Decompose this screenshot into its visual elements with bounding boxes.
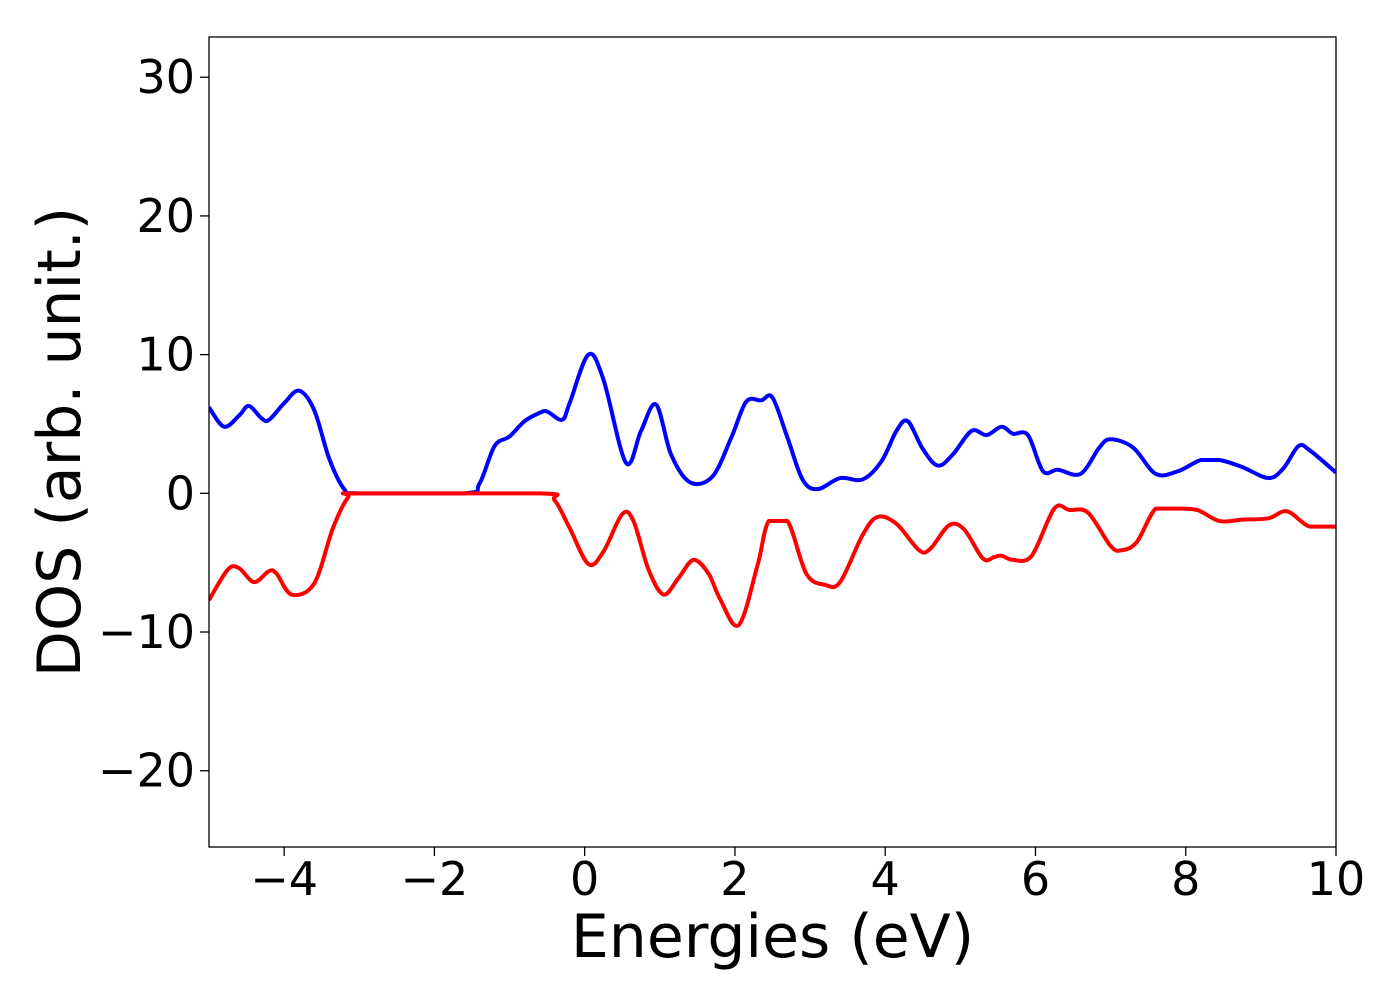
y-tick-label: −10	[98, 605, 195, 659]
plot-frame	[208, 36, 1337, 848]
x-tick-label: 0	[570, 852, 599, 906]
x-tick-label: 6	[1021, 852, 1050, 906]
x-tick-label: 2	[720, 852, 749, 906]
x-tick-label: −4	[250, 852, 318, 906]
plot-lines	[209, 351, 1336, 628]
dos-line-upper	[209, 351, 1336, 496]
x-tick-label: 4	[871, 852, 900, 906]
y-axis-title: DOS (arb. unit.)	[25, 207, 95, 677]
x-tick-label: −2	[400, 852, 468, 906]
x-axis: −4 −2 0 2 4 6 8 10	[250, 847, 1365, 906]
y-tick-label: 20	[136, 189, 195, 243]
y-axis: −20 −10 0 10 20 30	[98, 50, 209, 798]
dos-line-lower	[209, 491, 1336, 628]
y-tick-label: 30	[136, 50, 195, 104]
x-axis-title: Energies (eV)	[571, 902, 974, 972]
y-tick-label: 10	[136, 328, 195, 382]
y-tick-label: 0	[166, 466, 195, 520]
y-tick-label: −20	[98, 744, 195, 798]
x-tick-label: 8	[1171, 852, 1200, 906]
x-tick-label: 10	[1307, 852, 1366, 906]
